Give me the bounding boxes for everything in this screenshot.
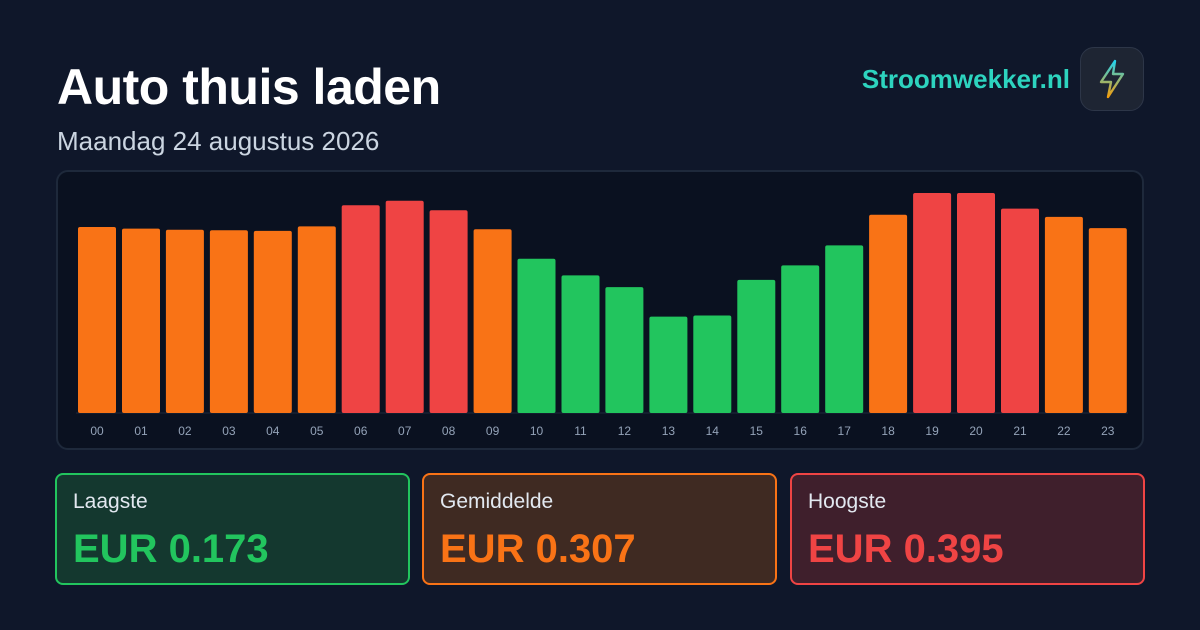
tick-label-15: 15 — [750, 424, 764, 438]
tick-label-06: 06 — [354, 424, 368, 438]
page-title: Auto thuis laden — [57, 59, 441, 115]
stat-value-average: EUR 0.307 — [440, 527, 636, 571]
brand-name[interactable]: Stroomwekker.nl — [861, 64, 1070, 94]
bar-hour-18 — [869, 214, 908, 413]
tick-label-23: 23 — [1101, 424, 1115, 438]
stat-value-lowest: EUR 0.173 — [73, 527, 269, 571]
stat-card-lowest: Laagste EUR 0.173 — [55, 473, 410, 585]
tick-label-13: 13 — [662, 424, 676, 438]
date-subtitle: Maandag 24 augustus 2026 — [57, 126, 380, 156]
bar-hour-03 — [209, 230, 248, 413]
bar-hour-20 — [957, 193, 995, 413]
stat-value-highest: EUR 0.395 — [808, 527, 1004, 571]
bar-hour-12 — [605, 287, 644, 413]
bar-hour-01 — [122, 228, 160, 413]
bar-hour-11 — [561, 275, 600, 413]
tick-label-11: 11 — [574, 424, 587, 438]
bar-hour-10 — [517, 258, 556, 413]
tick-label-00: 00 — [90, 424, 104, 438]
bar-hour-07 — [385, 200, 424, 413]
bar-hour-23 — [1088, 228, 1127, 413]
tick-label-16: 16 — [794, 424, 808, 438]
tick-label-14: 14 — [706, 424, 720, 438]
bar-hour-22 — [1044, 216, 1083, 413]
tick-label-08: 08 — [442, 424, 456, 438]
bar-hour-00 — [78, 227, 116, 413]
tick-label-01: 01 — [134, 424, 148, 438]
tick-label-18: 18 — [881, 424, 895, 438]
bar-hour-19 — [913, 193, 952, 413]
tick-label-17: 17 — [838, 424, 852, 438]
tick-label-22: 22 — [1057, 424, 1071, 438]
tick-label-07: 07 — [398, 424, 412, 438]
tick-label-03: 03 — [222, 424, 236, 438]
tick-label-04: 04 — [266, 424, 280, 438]
tick-label-10: 10 — [530, 424, 544, 438]
bar-hour-02 — [165, 229, 204, 413]
stats-row: Laagste EUR 0.173 Gemiddelde EUR 0.307 H… — [55, 473, 1145, 585]
bar-hour-04 — [253, 230, 292, 413]
tick-label-19: 19 — [925, 424, 939, 438]
bar-hour-05 — [297, 226, 336, 413]
bar-hour-17 — [825, 245, 864, 413]
bar-hour-21 — [1001, 208, 1039, 413]
bar-hour-09 — [473, 229, 512, 413]
bar-hour-13 — [649, 316, 688, 413]
stat-card-highest: Hoogste EUR 0.395 — [790, 473, 1145, 585]
bar-hour-16 — [781, 265, 820, 413]
bar-hour-06 — [341, 205, 380, 413]
tick-label-09: 09 — [486, 424, 500, 438]
tick-label-02: 02 — [178, 424, 192, 438]
tick-label-12: 12 — [618, 424, 632, 438]
stat-card-average: Gemiddelde EUR 0.307 — [422, 473, 777, 585]
hourly-price-chart: 00 01 02 03 04 05 06 07 08 09 10 11 12 13 14 15 16 17 18 19… — [76, 193, 1128, 438]
stat-label-lowest: Laagste — [73, 490, 148, 513]
bar-hour-08 — [429, 210, 468, 413]
brand-logo — [1080, 47, 1144, 111]
stat-label-highest: Hoogste — [808, 490, 887, 513]
tick-label-05: 05 — [310, 424, 324, 438]
bar-hour-14 — [693, 315, 732, 413]
tick-label-21: 21 — [1013, 424, 1027, 438]
price-chart-panel: 00 01 02 03 04 05 06 07 08 09 10 11 12 13 14 15 16 17 18 19… — [56, 170, 1144, 450]
tick-label-20: 20 — [969, 424, 983, 438]
lightning-bolt-icon — [1099, 59, 1125, 99]
stat-label-average: Gemiddelde — [440, 490, 554, 513]
bar-hour-15 — [737, 279, 776, 413]
